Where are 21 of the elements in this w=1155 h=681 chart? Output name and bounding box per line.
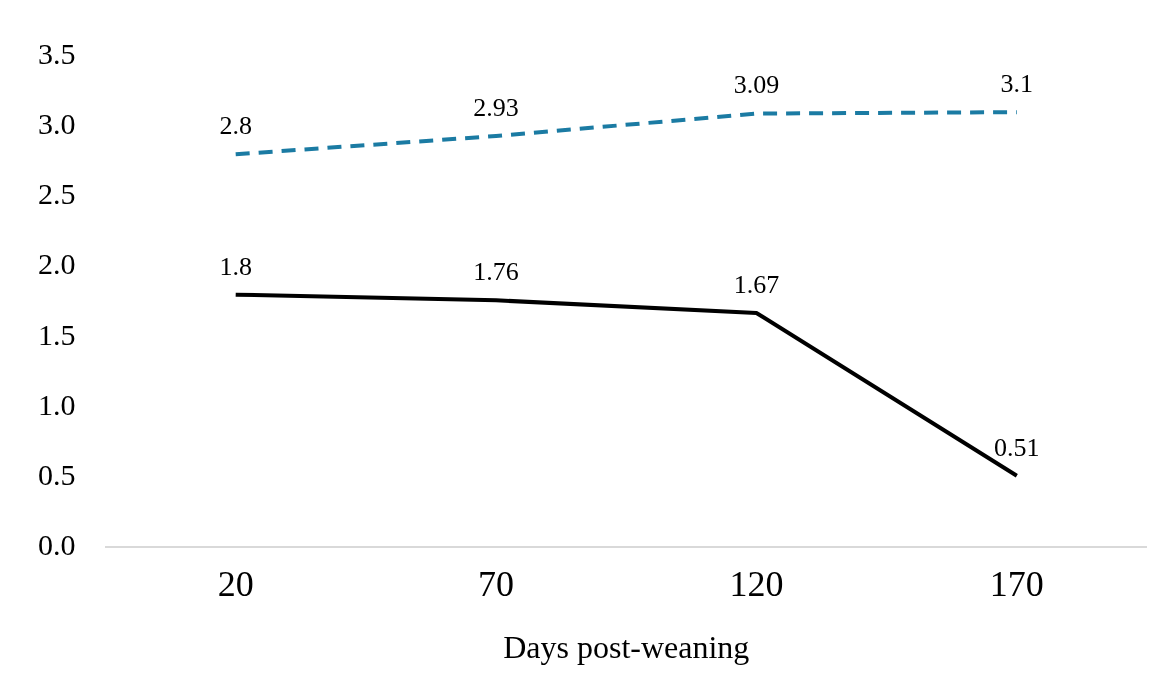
data-label: 1.76 xyxy=(473,257,519,287)
y-tick-label: 2.0 xyxy=(38,247,76,281)
y-tick-label: 3.0 xyxy=(38,107,76,141)
x-tick-label: 170 xyxy=(989,564,1044,605)
x-tick-label: 120 xyxy=(729,564,784,605)
data-label: 1.67 xyxy=(733,269,780,299)
x-tick-label: 70 xyxy=(478,564,515,605)
y-tick-label: 3.5 xyxy=(38,36,76,70)
data-label: 0.51 xyxy=(994,432,1040,462)
data-label: 2.93 xyxy=(473,92,519,122)
y-tick-label: 0.5 xyxy=(38,458,76,492)
x-axis-title: Days post-weaning xyxy=(503,629,750,666)
data-label: 1.8 xyxy=(219,251,252,281)
y-tick-label: 2.5 xyxy=(38,177,76,211)
data-label: 2.8 xyxy=(219,111,252,141)
y-tick-label: 1.5 xyxy=(38,317,76,351)
y-tick-label: 1.0 xyxy=(38,387,76,421)
data-label: 3.1 xyxy=(1000,68,1034,98)
y-tick-label: 0.0 xyxy=(38,528,76,562)
data-label: 3.09 xyxy=(733,70,780,100)
x-tick-label: 20 xyxy=(217,564,254,605)
